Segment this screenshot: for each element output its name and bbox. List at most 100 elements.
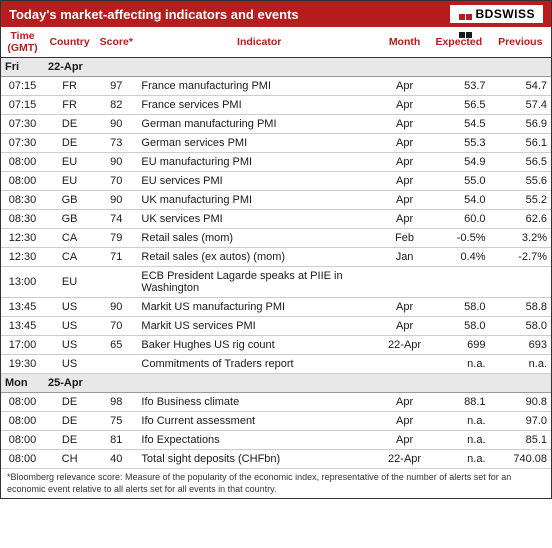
table-row: 12:30CA79Retail sales (mom)Feb-0.5%3.2% <box>1 229 551 248</box>
cell-indicator: Retail sales (ex autos) (mom) <box>137 248 381 267</box>
cell-previous: 56.5 <box>490 153 551 172</box>
cell-month: Apr <box>381 298 428 317</box>
cell-country: EU <box>44 153 95 172</box>
cell-expected: n.a. <box>428 412 489 431</box>
th-previous: Previous <box>490 27 551 58</box>
cell-previous: 62.6 <box>490 210 551 229</box>
cell-previous: 693 <box>490 336 551 355</box>
th-score: Score* <box>95 27 137 58</box>
cell-month: Apr <box>381 317 428 336</box>
cell-indicator: Markit US manufacturing PMI <box>137 298 381 317</box>
cell-time: 07:30 <box>1 134 44 153</box>
cell-score: 90 <box>95 298 137 317</box>
cell-country: FR <box>44 96 95 115</box>
day-date: 25-Apr <box>44 374 95 393</box>
table-row: 07:15FR82France services PMIApr56.557.4 <box>1 96 551 115</box>
cell-country: GB <box>44 191 95 210</box>
cell-month: Apr <box>381 191 428 210</box>
cell-country: US <box>44 317 95 336</box>
cell-indicator: UK manufacturing PMI <box>137 191 381 210</box>
cell-country: DE <box>44 412 95 431</box>
cell-indicator: German manufacturing PMI <box>137 115 381 134</box>
cell-expected: 58.0 <box>428 298 489 317</box>
cell-time: 07:15 <box>1 77 44 96</box>
indicators-table-container: Today's market-affecting indicators and … <box>0 0 552 499</box>
cell-previous: 57.4 <box>490 96 551 115</box>
table-row: 13:45US70Markit US services PMIApr58.058… <box>1 317 551 336</box>
cell-country: DE <box>44 134 95 153</box>
cell-indicator: Commitments of Traders report <box>137 355 381 374</box>
cell-time: 07:30 <box>1 115 44 134</box>
cell-previous: 56.9 <box>490 115 551 134</box>
cell-indicator: German services PMI <box>137 134 381 153</box>
cell-expected: 53.7 <box>428 77 489 96</box>
cell-score: 75 <box>95 412 137 431</box>
table-row: 07:30DE73German services PMIApr55.356.1 <box>1 134 551 153</box>
cell-month: Apr <box>381 96 428 115</box>
cell-indicator: Ifo Expectations <box>137 431 381 450</box>
cell-previous: 56.1 <box>490 134 551 153</box>
cell-indicator: UK services PMI <box>137 210 381 229</box>
cell-country: CH <box>44 450 95 469</box>
table-body: Fri 22-Apr 07:15FR97France manufacturing P… <box>1 58 551 469</box>
table-row: 17:00US65Baker Hughes US rig count22-Apr… <box>1 336 551 355</box>
cell-expected: -0.5% <box>428 229 489 248</box>
cell-previous: 55.6 <box>490 172 551 191</box>
logo-sq-2 <box>466 14 472 20</box>
cell-country: FR <box>44 77 95 96</box>
cell-indicator: ECB President Lagarde speaks at PIIE in … <box>137 267 381 298</box>
cell-previous: 97.0 <box>490 412 551 431</box>
th-month: Month <box>381 27 428 58</box>
cell-score: 97 <box>95 77 137 96</box>
table-row: 08:00DE98Ifo Business climateApr88.190.8 <box>1 393 551 412</box>
footnote: *Bloomberg relevance score: Measure of t… <box>1 469 551 498</box>
cell-indicator: France services PMI <box>137 96 381 115</box>
cell-time: 13:45 <box>1 317 44 336</box>
cell-indicator: France manufacturing PMI <box>137 77 381 96</box>
cell-month: Feb <box>381 229 428 248</box>
cell-time: 07:15 <box>1 96 44 115</box>
cell-country: US <box>44 336 95 355</box>
cell-indicator: Retail sales (mom) <box>137 229 381 248</box>
cell-expected: n.a. <box>428 431 489 450</box>
table-row: 08:30GB74UK services PMIApr60.062.6 <box>1 210 551 229</box>
logo: BDSWISS <box>450 5 543 23</box>
cell-month: 22-Apr <box>381 450 428 469</box>
cell-time: 08:00 <box>1 431 44 450</box>
logo-sq-1 <box>459 14 465 20</box>
cell-previous: 58.0 <box>490 317 551 336</box>
day-row: Mon25-Apr <box>1 374 551 393</box>
table-row: 08:00CH40Total sight deposits (CHFbn)22-… <box>1 450 551 469</box>
cell-indicator: EU services PMI <box>137 172 381 191</box>
cell-month: Apr <box>381 431 428 450</box>
cell-expected: 54.9 <box>428 153 489 172</box>
cell-score: 70 <box>95 317 137 336</box>
cell-time: 08:30 <box>1 210 44 229</box>
cell-time: 13:00 <box>1 267 44 298</box>
table-row: 07:15FR97France manufacturing PMIApr53.7… <box>1 77 551 96</box>
cell-month <box>381 267 428 298</box>
cell-month: Apr <box>381 153 428 172</box>
cell-indicator: EU manufacturing PMI <box>137 153 381 172</box>
cell-score: 74 <box>95 210 137 229</box>
table-row: 07:30DE90German manufacturing PMIApr54.5… <box>1 115 551 134</box>
cell-country: DE <box>44 393 95 412</box>
day-label: Fri <box>1 58 44 77</box>
cell-month: Apr <box>381 134 428 153</box>
cell-expected: 54.5 <box>428 115 489 134</box>
cell-score: 73 <box>95 134 137 153</box>
cell-previous: 90.8 <box>490 393 551 412</box>
cell-score: 82 <box>95 96 137 115</box>
day-label: Mon <box>1 374 44 393</box>
cell-expected: 699 <box>428 336 489 355</box>
cell-time: 08:00 <box>1 153 44 172</box>
cell-month: Apr <box>381 393 428 412</box>
cell-score: 70 <box>95 172 137 191</box>
th-time: Time (GMT) <box>1 27 44 58</box>
cell-indicator: Markit US services PMI <box>137 317 381 336</box>
cell-country: CA <box>44 248 95 267</box>
cell-time: 13:45 <box>1 298 44 317</box>
cell-expected <box>428 267 489 298</box>
logo-icon <box>458 7 472 21</box>
th-country: Country <box>44 27 95 58</box>
